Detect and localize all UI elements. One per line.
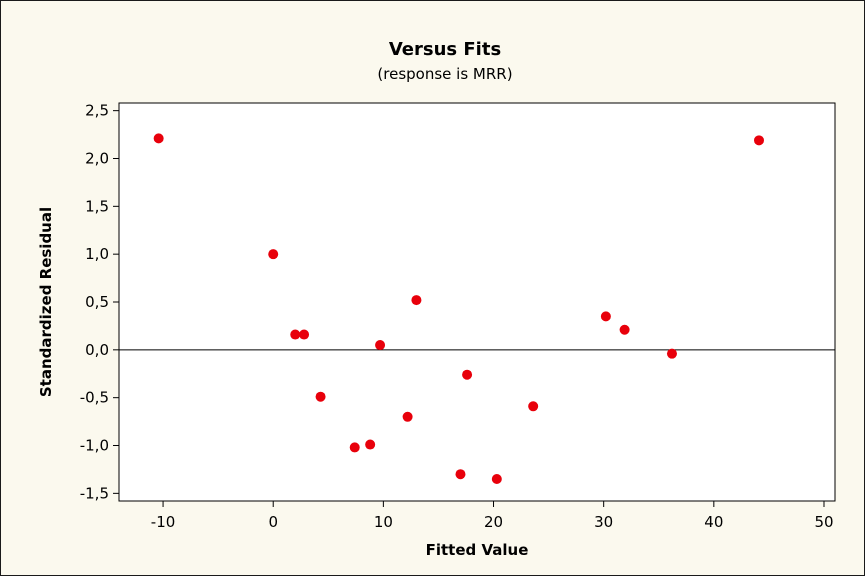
data-point (299, 329, 310, 340)
y-axis: -1,5 -1,0 -0,5 0,0 0,5 1,0 1,5 2,0 2,5 (80, 102, 119, 502)
x-tick-label: 30 (594, 513, 613, 531)
y-tick-label: -0,5 (80, 389, 109, 407)
x-tick-label: -10 (151, 513, 176, 531)
data-point (753, 135, 764, 146)
plot-area (118, 102, 836, 502)
data-point (315, 391, 326, 402)
y-tick-label: 1,5 (85, 197, 109, 215)
x-tick-label: 0 (268, 513, 278, 531)
y-tick-label: 2,5 (85, 102, 109, 120)
y-tick-label: -1,0 (80, 437, 109, 455)
x-tick-label: 20 (484, 513, 503, 531)
chart-subtitle: (response is MRR) (377, 65, 512, 83)
y-tick-label: 0,0 (85, 341, 109, 359)
data-point (455, 469, 466, 480)
data-points (153, 133, 764, 484)
x-tick-label: 10 (374, 513, 393, 531)
data-point (268, 249, 279, 260)
x-tick-label: 50 (814, 513, 833, 531)
x-tick-label: 40 (704, 513, 723, 531)
y-tick-label: -1,5 (80, 484, 109, 502)
data-point (365, 439, 376, 450)
x-axis: -10 0 10 20 30 40 50 (151, 501, 834, 531)
chart-title: Versus Fits (389, 39, 501, 60)
data-point (402, 411, 413, 422)
y-tick-label: 0,5 (85, 293, 109, 311)
data-point (491, 473, 502, 484)
y-axis-label: Standardized Residual (37, 207, 55, 397)
y-tick-label: 1,0 (85, 245, 109, 263)
data-point (411, 295, 422, 306)
data-point (290, 329, 301, 340)
data-point (462, 369, 473, 380)
data-point (619, 324, 630, 335)
data-point (666, 348, 677, 359)
data-point (375, 340, 386, 351)
data-point (153, 133, 164, 144)
data-point (349, 442, 360, 453)
y-tick-label: 2,0 (85, 149, 109, 167)
data-point (600, 311, 611, 322)
x-axis-label: Fitted Value (426, 541, 529, 559)
data-point (528, 401, 539, 412)
